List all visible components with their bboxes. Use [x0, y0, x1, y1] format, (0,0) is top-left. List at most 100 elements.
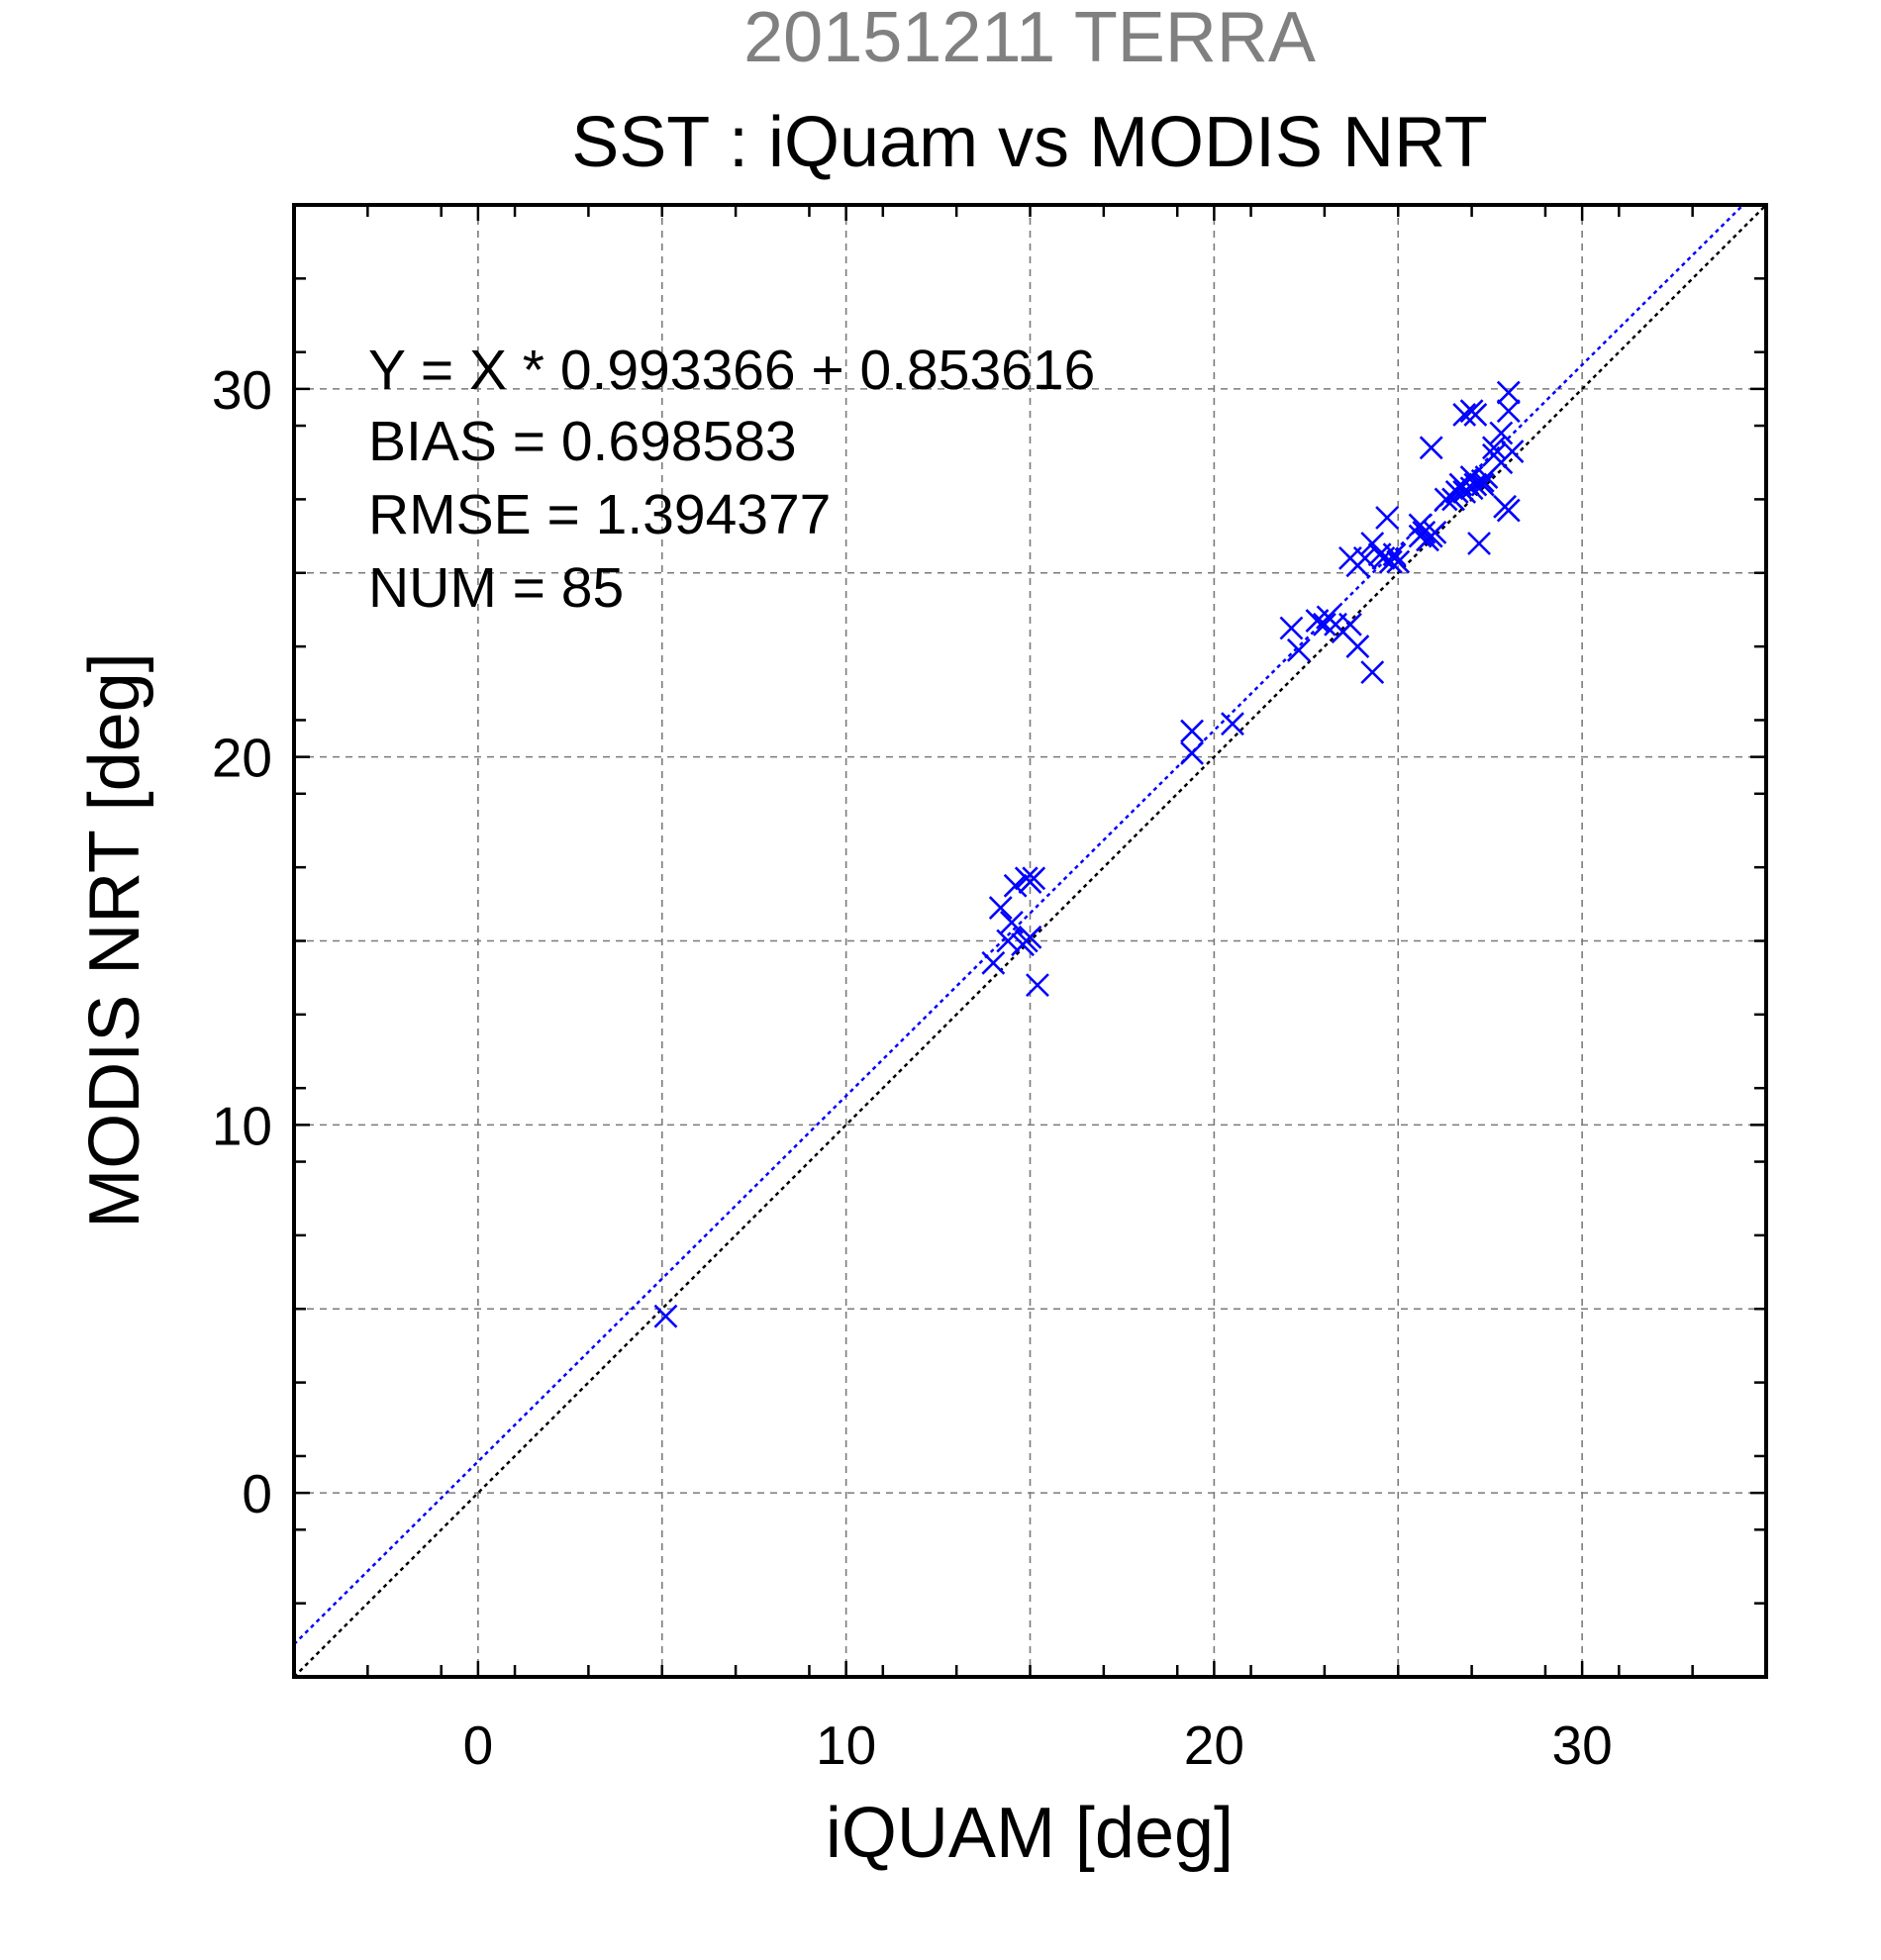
data-points: [653, 380, 1525, 1328]
data-point: [1180, 740, 1204, 765]
data-point-stroke: [1452, 402, 1477, 427]
data-point: [1500, 440, 1525, 463]
x-tick-label: 0: [463, 1715, 494, 1776]
data-point: [1352, 545, 1377, 570]
data-point-stroke: [1352, 545, 1377, 570]
identity-line: [294, 205, 1766, 1677]
data-point-stroke: [1496, 399, 1521, 424]
data-point: [1463, 402, 1488, 427]
data-point: [1452, 480, 1477, 504]
data-point-stroke: [653, 1304, 678, 1328]
data-point-stroke: [1463, 472, 1488, 497]
data-point: [1470, 472, 1495, 497]
data-point-stroke: [1463, 402, 1488, 427]
reference-lines: [294, 205, 1766, 1677]
data-point: [1481, 436, 1506, 460]
data-point-stroke: [1441, 487, 1465, 512]
data-point: [1412, 520, 1436, 544]
data-point-stroke: [1279, 616, 1304, 640]
x-tick-label: 20: [1184, 1715, 1244, 1776]
x-axis-label: iQUAM [deg]: [826, 1794, 1234, 1873]
data-point-stroke: [1467, 532, 1491, 555]
tick-labels: 0 10 20 30 0 10 20 30: [212, 359, 1613, 1776]
data-point: [1279, 616, 1304, 640]
data-point-stroke: [999, 910, 1024, 934]
stats-line-num: NUM = 85: [368, 556, 624, 620]
chart-title: SST : iQuam vs MODIS NRT: [571, 103, 1488, 182]
data-point: [981, 950, 1006, 975]
data-point-stroke: [1360, 660, 1385, 685]
data-point: [653, 1304, 678, 1328]
y-tick-label: 20: [212, 728, 272, 789]
data-point-stroke: [1338, 612, 1362, 637]
data-point-stroke: [1412, 520, 1436, 544]
data-point-stroke: [1470, 472, 1495, 497]
data-point: [1286, 637, 1311, 662]
stats-line-fit: Y = X * 0.993366 + 0.853616: [368, 339, 1095, 402]
y-tick-label: 10: [212, 1095, 272, 1156]
data-point-stroke: [1408, 513, 1433, 538]
y-tick-label: 30: [212, 359, 272, 421]
stats-line-rmse: RMSE = 1.394377: [368, 483, 831, 546]
data-point: [1423, 520, 1447, 544]
data-point: [1360, 532, 1385, 555]
data-point-stroke: [1360, 532, 1385, 555]
data-point-stroke: [1378, 549, 1403, 574]
data-point: [1382, 542, 1407, 567]
data-point-stroke: [1003, 873, 1028, 898]
grid-lines: [294, 205, 1766, 1677]
fit-line: [294, 205, 1745, 1645]
data-point-stroke: [996, 929, 1021, 953]
data-point: [1018, 925, 1042, 949]
data-point: [1386, 549, 1411, 574]
y-axis-label: MODIS NRT [deg]: [75, 652, 154, 1228]
data-point-stroke: [1496, 498, 1521, 523]
data-point: [1496, 399, 1521, 424]
data-point-stroke: [1452, 480, 1477, 504]
data-point: [1378, 549, 1403, 574]
data-point: [1419, 436, 1443, 460]
data-point: [1496, 498, 1521, 523]
data-point: [1441, 487, 1465, 512]
chart-supertitle: 20151211 TERRA: [743, 0, 1316, 77]
data-point: [1375, 506, 1400, 530]
data-point-stroke: [1496, 380, 1521, 405]
data-point-stroke: [1221, 712, 1244, 736]
x-tick-label: 10: [816, 1715, 876, 1776]
data-point-stroke: [1419, 436, 1443, 460]
data-point-stroke: [1489, 421, 1514, 445]
data-point-stroke: [1180, 719, 1204, 743]
data-point: [1496, 380, 1521, 405]
stats-box: Y = X * 0.993366 + 0.853616 BIAS = 0.698…: [368, 339, 1095, 620]
data-point: [1312, 612, 1336, 637]
data-point: [1022, 866, 1046, 891]
x-tick-label: 30: [1552, 1715, 1613, 1776]
data-point: [1338, 612, 1362, 637]
data-point: [1180, 719, 1204, 743]
stats-line-bias: BIAS = 0.698583: [368, 410, 797, 473]
data-point-stroke: [1481, 436, 1506, 460]
data-point-stroke: [1286, 637, 1311, 662]
data-point-stroke: [1386, 549, 1411, 574]
data-point: [996, 929, 1021, 953]
data-point: [1360, 660, 1385, 685]
data-point-stroke: [1382, 542, 1407, 567]
data-point-stroke: [1423, 520, 1447, 544]
data-point: [1467, 532, 1491, 555]
data-point: [1221, 712, 1244, 736]
data-point: [988, 896, 1013, 920]
data-point-stroke: [1375, 506, 1400, 530]
data-point-stroke: [1022, 866, 1046, 891]
data-point-stroke: [1018, 925, 1042, 949]
data-point-stroke: [981, 950, 1006, 975]
data-point: [999, 910, 1024, 934]
data-point-stroke: [1026, 973, 1049, 998]
data-point: [1003, 873, 1028, 898]
data-point-stroke: [1500, 440, 1525, 463]
data-point: [1026, 973, 1049, 998]
data-point: [1452, 402, 1477, 427]
data-point: [1463, 472, 1488, 497]
data-point: [1489, 421, 1514, 445]
data-point-stroke: [1345, 635, 1370, 659]
